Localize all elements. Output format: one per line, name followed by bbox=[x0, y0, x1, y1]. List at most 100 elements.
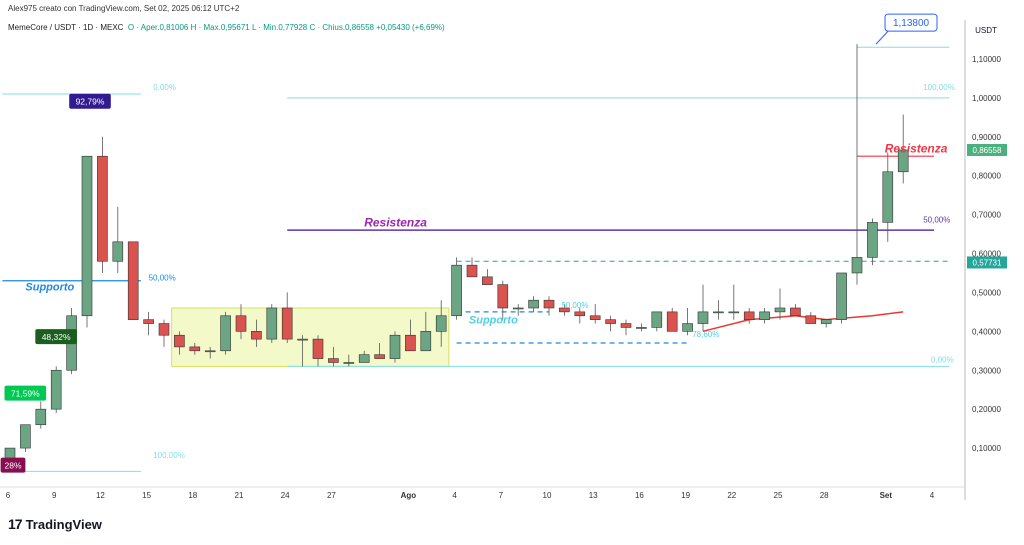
time-axis-tick: 13 bbox=[589, 491, 598, 500]
time-axis-tick: 9 bbox=[52, 491, 57, 500]
symbol-label: MemeCore / USDT · 1D · MEXC bbox=[8, 23, 124, 32]
candle-down bbox=[497, 284, 509, 309]
candle-down bbox=[466, 264, 478, 278]
price-axis-tick: 0,80000 bbox=[972, 172, 1001, 181]
price-axis-tick: 0,70000 bbox=[972, 211, 1001, 220]
time-axis-tick: 22 bbox=[727, 491, 736, 500]
percent-badge-label: 92,79% bbox=[76, 97, 105, 107]
annotation-label: 100,00% bbox=[923, 83, 955, 92]
percent-badge bbox=[35, 329, 77, 345]
candle-up bbox=[759, 311, 770, 320]
time-axis-tick: 21 bbox=[235, 491, 244, 500]
candle-up bbox=[35, 408, 47, 426]
annotation-label: Resistenza bbox=[885, 141, 948, 155]
candle-up bbox=[867, 222, 878, 258]
ohlc-values: O · Aper.0,81006 H · Max.0,95671 L · Min… bbox=[127, 23, 445, 32]
candle-down bbox=[127, 241, 139, 320]
time-axis-tick: 7 bbox=[499, 491, 504, 500]
annotation-label: 100,00% bbox=[153, 451, 185, 460]
candle-up bbox=[81, 155, 93, 317]
candle-up bbox=[435, 315, 447, 332]
time-axis-tick: 6 bbox=[6, 491, 11, 500]
candle-up bbox=[697, 311, 709, 324]
candle-up bbox=[851, 257, 863, 274]
annotation-label: 0,00% bbox=[153, 83, 176, 92]
price-tag-label: 0,57731 bbox=[973, 258, 1002, 267]
candle-down bbox=[605, 319, 616, 324]
candle-down bbox=[251, 331, 262, 340]
time-axis-tick: 12 bbox=[96, 491, 105, 500]
annotation-label: Resistenza bbox=[364, 215, 427, 229]
percent-badge bbox=[4, 385, 47, 401]
candle-up bbox=[389, 334, 401, 359]
candle-down bbox=[158, 323, 170, 336]
percent-badge bbox=[0, 457, 26, 473]
candle-down bbox=[143, 319, 154, 324]
moving-average-line bbox=[702, 311, 904, 333]
tradingview-logo: 17 TradingView bbox=[8, 516, 102, 532]
candle-down bbox=[174, 334, 185, 348]
price-axis-tick: 0,90000 bbox=[972, 133, 1001, 142]
candle-up bbox=[220, 315, 231, 352]
tradingview-logo-name: TradingView bbox=[25, 516, 102, 532]
price-axis-tick: 1,10000 bbox=[972, 55, 1001, 64]
callout-box bbox=[884, 13, 938, 32]
candle-down bbox=[790, 307, 801, 317]
price-tag-label: 0,86558 bbox=[973, 146, 1002, 155]
time-axis-tick: 4 bbox=[452, 491, 457, 500]
candle-down bbox=[374, 354, 385, 359]
percent-badge bbox=[69, 93, 111, 109]
candle-up bbox=[713, 311, 724, 314]
candle-up bbox=[204, 350, 216, 353]
candle-down bbox=[97, 155, 108, 262]
candle-up bbox=[297, 338, 308, 341]
candle-down bbox=[405, 334, 416, 352]
chart-author-line: Alex975 creato con TradingView.com, Set … bbox=[8, 4, 240, 13]
price-axis-tick: 0,30000 bbox=[972, 366, 1001, 375]
candle-down bbox=[666, 311, 678, 332]
callout-label: 1,13800 bbox=[893, 18, 930, 29]
candle-down bbox=[235, 315, 247, 332]
candle-up bbox=[897, 149, 909, 173]
percent-badge-label: 28% bbox=[4, 461, 21, 471]
candle-up bbox=[266, 307, 278, 340]
candle-up bbox=[50, 369, 62, 410]
annotation-label: Supporto bbox=[25, 281, 74, 293]
price-axis-tick: 0,60000 bbox=[972, 250, 1001, 259]
time-axis-tick: 16 bbox=[635, 491, 644, 500]
candle-up bbox=[836, 272, 847, 320]
candle-down bbox=[281, 307, 293, 340]
annotation-label: 78,60% bbox=[692, 330, 719, 339]
time-axis-tick: 28 bbox=[820, 491, 829, 500]
time-axis-tick: 18 bbox=[188, 491, 197, 500]
percent-badge-label: 48,32% bbox=[42, 332, 71, 342]
tradingview-logo-mark: 17 bbox=[8, 516, 23, 532]
candle-up bbox=[774, 307, 786, 313]
price-tag bbox=[967, 143, 1007, 156]
percent-badge-label: 71,59% bbox=[11, 389, 40, 399]
candle-up bbox=[651, 311, 663, 328]
candle-up bbox=[112, 241, 124, 262]
candle-down bbox=[559, 307, 570, 313]
candle-up bbox=[636, 327, 647, 329]
price-axis-tick: 0,20000 bbox=[972, 405, 1001, 414]
candle-up bbox=[528, 299, 539, 309]
time-axis-tick: 10 bbox=[543, 491, 552, 500]
candle-down bbox=[589, 315, 601, 320]
symbol-ohlc-line: MemeCore / USDT · 1D · MEXC O · Aper.0,8… bbox=[8, 23, 445, 32]
time-axis-tick: 15 bbox=[142, 491, 151, 500]
price-axis-tick: 1,00000 bbox=[972, 94, 1001, 103]
candle-up bbox=[728, 311, 740, 314]
candle-up bbox=[358, 354, 370, 363]
time-axis-tick: 4 bbox=[930, 491, 935, 500]
candle-up bbox=[420, 331, 432, 352]
price-axis-tick: 0,50000 bbox=[972, 288, 1001, 297]
candle-up bbox=[20, 424, 31, 449]
candle-up bbox=[512, 307, 524, 310]
candle-up bbox=[882, 171, 894, 223]
time-axis-tick: 25 bbox=[774, 491, 783, 500]
annotation-label: 50,00% bbox=[149, 274, 176, 283]
price-axis-tick: 0,40000 bbox=[972, 327, 1001, 336]
candle-down bbox=[543, 299, 555, 309]
